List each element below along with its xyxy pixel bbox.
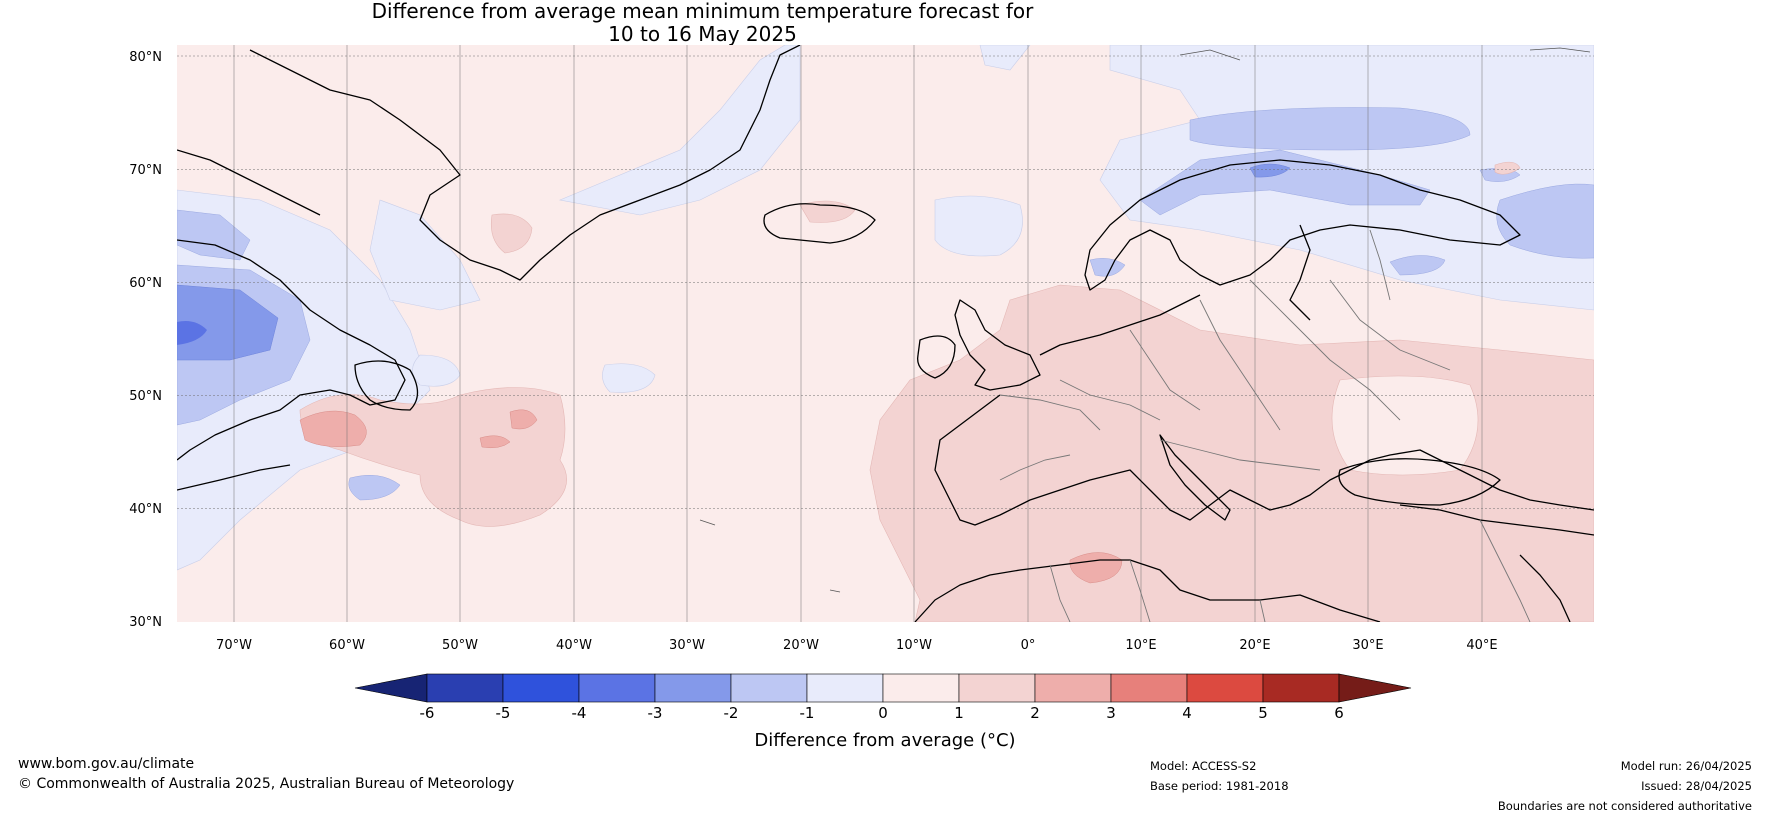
lat-label: 30°N xyxy=(129,615,162,630)
model-run: Model run: 26/04/2025 xyxy=(1620,759,1752,773)
map-title: Difference from average mean minimum tem… xyxy=(0,0,1405,46)
colorbar-label: Difference from average (°C) xyxy=(754,730,1016,751)
warm-anomaly-regions xyxy=(299,161,1594,622)
lon-label: 20°E xyxy=(1239,638,1270,653)
scandinavia-coast xyxy=(1084,159,1521,291)
colorbar-segment xyxy=(1262,673,1340,703)
colorbar-tick-label: 1 xyxy=(954,704,964,722)
model-name: Model: ACCESS-S2 xyxy=(1150,759,1257,773)
lon-label: 20°W xyxy=(783,638,819,653)
lat-label: 40°N xyxy=(129,502,162,517)
lon-label: 50°W xyxy=(442,638,478,653)
colorbar-tick-label: 3 xyxy=(1106,704,1116,722)
black-sea-coast xyxy=(1338,458,1501,506)
colorbar-tick-label: -1 xyxy=(800,704,815,722)
colorbar-tick-label: -4 xyxy=(572,704,587,722)
colorbar-tick-label: 5 xyxy=(1258,704,1268,722)
lat-label: 80°N xyxy=(129,50,162,65)
lon-label: 10°E xyxy=(1125,638,1156,653)
footer-run-info: Model run: 26/04/2025 Issued: 28/04/2025… xyxy=(1498,756,1752,816)
graticule xyxy=(177,45,1594,622)
copyright-text: © Commonwealth of Australia 2025, Austra… xyxy=(18,776,515,792)
lon-label: 60°W xyxy=(329,638,365,653)
title-line-2: 10 to 16 May 2025 xyxy=(608,22,797,46)
colorbar-tick-label: 4 xyxy=(1182,704,1192,722)
core-cool-region xyxy=(177,321,207,345)
iceland-coast xyxy=(763,203,876,244)
latitude-axis: 80°N 70°N 60°N 50°N 40°N 30°N xyxy=(129,50,162,630)
lon-label: 30°W xyxy=(669,638,705,653)
strong-cool-regions xyxy=(177,163,1291,361)
country-borders xyxy=(999,229,1531,622)
lat-label: 50°N xyxy=(129,389,162,404)
footer-attribution: www.bom.gov.au/climate © Commonwealth of… xyxy=(18,754,514,794)
lon-label: 0° xyxy=(1021,638,1036,653)
colorbar-segment xyxy=(806,673,884,703)
disclaimer: Boundaries are not considered authoritat… xyxy=(1497,799,1752,813)
colorbar-segment xyxy=(1186,673,1264,703)
colorbar: -6 -5 -4 -3 -2 -1 0 1 2 3 4 5 6 xyxy=(354,673,1412,722)
great-britain-coast xyxy=(954,299,1041,391)
north-america-coast xyxy=(177,239,406,461)
issued-date: Issued: 28/04/2025 xyxy=(1641,779,1752,793)
colorbar-tick-label: 0 xyxy=(878,704,888,722)
colorbar-tick-label: -6 xyxy=(420,704,435,722)
lat-label: 70°N xyxy=(129,163,162,178)
map-panel xyxy=(177,45,1594,622)
colorbar-segment xyxy=(578,673,656,703)
colorbar-tick-label: -3 xyxy=(648,704,663,722)
ireland-coast xyxy=(916,335,956,379)
lon-label: 30°E xyxy=(1352,638,1383,653)
colorbar-segment xyxy=(1110,673,1188,703)
colorbar-tick-label: 2 xyxy=(1030,704,1040,722)
colorbar-tick-label: -5 xyxy=(496,704,511,722)
footer-model-info: Model: ACCESS-S2 Base period: 1981-2018 xyxy=(1150,756,1289,796)
lon-label: 40°W xyxy=(556,638,592,653)
newfoundland-coast xyxy=(354,360,419,411)
greenland-coast xyxy=(249,45,801,281)
colorbar-extend-high xyxy=(1338,673,1412,703)
colorbar-segment xyxy=(502,673,580,703)
colorbar-segment xyxy=(1034,673,1112,703)
coastlines xyxy=(177,45,1594,622)
colorbar-extend-low xyxy=(354,673,428,703)
moderate-warm-regions xyxy=(299,409,1123,584)
italy-coast xyxy=(1159,434,1231,521)
colorbar-tick-label: -2 xyxy=(724,704,739,722)
colorbar-segment xyxy=(426,673,504,703)
website-link[interactable]: www.bom.gov.au/climate xyxy=(18,756,195,772)
colorbar-segment xyxy=(730,673,808,703)
lat-label: 60°N xyxy=(129,276,162,291)
longitude-axis: 70°W 60°W 50°W 40°W 30°W 20°W 10°W 0° 10… xyxy=(216,638,1498,653)
lon-label: 40°E xyxy=(1466,638,1497,653)
islands xyxy=(699,47,1591,593)
colorbar-segment xyxy=(958,673,1036,703)
colorbar-segment xyxy=(882,673,960,703)
colorbar-segment xyxy=(654,673,732,703)
lon-label: 70°W xyxy=(216,638,252,653)
colorbar-tick-label: 6 xyxy=(1334,704,1344,722)
lon-label: 10°W xyxy=(896,638,932,653)
base-period: Base period: 1981-2018 xyxy=(1150,779,1289,793)
europe-coast xyxy=(934,394,1594,526)
title-line-1: Difference from average mean minimum tem… xyxy=(371,0,1034,23)
